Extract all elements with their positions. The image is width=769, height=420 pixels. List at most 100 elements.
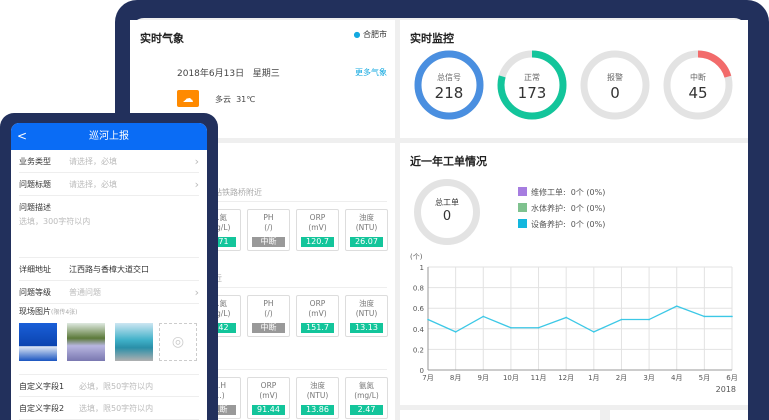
sensor-unit: (NTU) (306, 391, 329, 400)
partly-cloudy-icon: ☁ (177, 90, 199, 107)
sensor-value: …42 (203, 323, 236, 333)
y-tick-label: 0.4 (413, 326, 425, 334)
sensor-tile[interactable]: ORP (mV) 151.7 (296, 295, 339, 337)
sensor-unit: (NTU) (355, 309, 378, 318)
ring-label: 总信号 (437, 73, 461, 82)
sensor-tile[interactable]: 浊度 (NTU) 26.07 (345, 209, 388, 251)
bottom-card-2 (610, 410, 748, 420)
data-point (537, 326, 540, 329)
sensor-unit: (mg/L) (354, 391, 379, 400)
y-tick-label: 0.2 (413, 346, 424, 354)
total-value: 0 (442, 209, 452, 224)
more-weather-link[interactable]: 更多气象 (355, 68, 387, 77)
field-label: 问题等级 (19, 288, 51, 297)
field-label: 自定义字段2 (19, 404, 65, 413)
ring-value: 45 (688, 84, 708, 102)
monitor-ring-3[interactable]: 中断 45 (663, 50, 733, 120)
workorder-card: 近一年工单情况 总工单 0 维修工单: 0个 (0%) 水体养护: 0个 (0%)… (400, 143, 748, 405)
weather-condition: 多云 (215, 95, 231, 104)
field-label: 业务类型 (19, 157, 51, 166)
back-icon[interactable]: < (17, 129, 28, 143)
sensor-value: 26.07 (350, 237, 383, 247)
legend-swatch (518, 219, 527, 228)
sensor-value: …断 (203, 405, 236, 415)
description-placeholder: 选填，300字符以内 (19, 217, 91, 226)
issue-level-select[interactable]: 问题等级 普通问题 › (19, 281, 199, 304)
chevron-right-icon: › (194, 286, 199, 299)
legend-swatch (518, 203, 527, 212)
monitor-ring-0[interactable]: 总信号 218 (414, 50, 484, 120)
custom-field-2[interactable]: 自定义字段2 选填，限50字符以内 (19, 397, 199, 420)
phone-header: < 巡河上报 (11, 123, 207, 150)
workorder-title: 近一年工单情况 (410, 155, 487, 168)
legend-label: 维修工单: (531, 188, 566, 197)
legend-label: 水体养护: (531, 204, 566, 213)
sensor-value: 中断 (252, 237, 285, 247)
y-tick-label: 1 (420, 264, 424, 272)
address-field[interactable]: 详细地址 江西路与香樟大道交口 (19, 258, 199, 281)
series-line (427, 305, 732, 333)
ring-arc (497, 50, 567, 120)
x-tick-label: 1月 (588, 374, 599, 382)
site-photo-1[interactable] (19, 323, 57, 361)
sensor-name: …氮 (212, 213, 227, 222)
legend-item: 维修工单: 0个 (0%) (518, 187, 605, 198)
custom-field-1[interactable]: 自定义字段1 必填，限50字符以内 (19, 374, 199, 397)
sensor-name: ORP (260, 381, 277, 390)
add-photo-camera-icon[interactable]: ◎ (159, 323, 197, 361)
total-workorder-ring: 总工单 0 (414, 179, 480, 245)
legend-value: 0个 (0%) (570, 220, 606, 229)
site-photo-2[interactable] (67, 323, 105, 361)
sensor-name: 浊度 (310, 381, 325, 390)
sensor-name: 氨氮 (359, 381, 374, 390)
bottom-card-1 (400, 410, 600, 420)
sensor-value: 中断 (252, 323, 285, 333)
station-name: …处理站铁路桥附近 (190, 188, 262, 197)
phone-frame: < 巡河上报 业务类型 请选择，必填 › 问题标题 请选择，必填 › 问题描述 选填，3… (0, 113, 218, 420)
x-year-note: 2018 (716, 385, 736, 394)
field-placeholder: 请选择，必填 (69, 157, 117, 166)
legend-value: 0个 (0%) (570, 188, 606, 197)
issue-title-select[interactable]: 问题标题 请选择，必填 › (19, 173, 199, 196)
sensor-value: …71 (203, 237, 236, 247)
phone-screen: < 巡河上报 业务类型 请选择，必填 › 问题标题 请选择，必填 › 问题描述 选填，3… (11, 123, 207, 420)
sensor-unit: …) (214, 391, 225, 400)
chevron-right-icon: › (194, 155, 199, 168)
sensor-tile[interactable]: 浊度 (NTU) 13.13 (345, 295, 388, 337)
sensor-unit: (NTU) (355, 223, 378, 232)
address-value: 江西路与香樟大道交口 (69, 265, 149, 274)
data-point (648, 318, 650, 321)
field-placeholder: 选填，限50字符以内 (79, 404, 154, 413)
monitor-title: 实时监控 (410, 32, 454, 45)
sensor-value: 91.44 (252, 405, 285, 415)
y-tick-label: 0.8 (413, 285, 424, 293)
sensor-tile[interactable]: ORP (mV) 91.44 (247, 377, 290, 419)
x-tick-label: 9月 (478, 374, 489, 382)
x-tick-label: 5月 (699, 374, 710, 382)
city-label: 合肥市 (363, 30, 387, 39)
sensor-unit: (mV) (308, 223, 327, 232)
photos-section: 现场图片(限传4张) ◎ (19, 304, 199, 374)
sensor-tile[interactable]: PH (/) 中断 (247, 209, 290, 251)
business-type-select[interactable]: 业务类型 请选择，必填 › (19, 150, 199, 173)
sensor-tile[interactable]: ORP (mV) 120.7 (296, 209, 339, 251)
field-label: 自定义字段1 (19, 382, 65, 391)
sensor-unit: (mV) (259, 391, 278, 400)
monitor-ring-2[interactable]: 报警 0 (580, 50, 650, 120)
data-point (620, 318, 623, 321)
site-photo-3[interactable] (115, 323, 153, 361)
x-tick-label: 6月 (726, 374, 737, 382)
description-textarea[interactable]: 问题描述 选填，300字符以内 (19, 196, 199, 258)
ring-value: 218 (434, 84, 464, 102)
sensor-unit: …g/L) (208, 223, 231, 232)
x-tick-label: 11月 (531, 374, 547, 382)
sensor-tile[interactable]: 浊度 (NTU) 13.86 (296, 377, 339, 419)
sensor-tile[interactable]: PH (/) 中断 (247, 295, 290, 337)
city-location[interactable]: ● 合肥市 (353, 29, 387, 40)
weather-title: 实时气象 (140, 32, 184, 45)
legend-label: 设备养护: (531, 220, 566, 229)
data-point (510, 326, 512, 329)
sensor-tile[interactable]: 氨氮 (mg/L) 2.47 (345, 377, 388, 419)
x-tick-label: 2月 (616, 374, 627, 382)
monitor-ring-1[interactable]: 正常 173 (497, 50, 567, 120)
